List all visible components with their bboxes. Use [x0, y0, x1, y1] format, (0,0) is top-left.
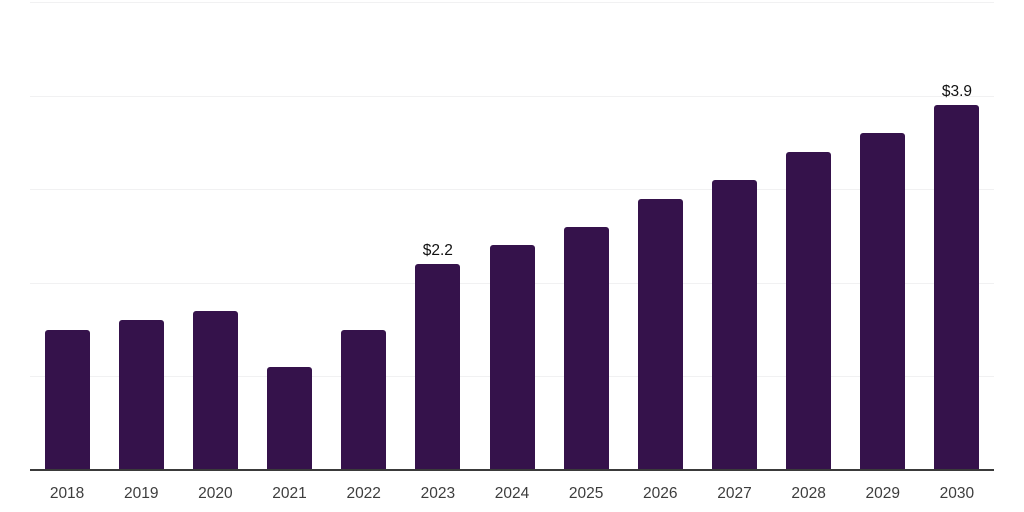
bar-2019	[119, 320, 164, 469]
x-tick-label-2019: 2019	[123, 485, 159, 502]
x-tick-label-2026: 2026	[643, 485, 678, 502]
bar-2027	[712, 180, 757, 469]
x-axis-line	[30, 469, 994, 471]
gridline	[30, 2, 994, 3]
bar-2024	[490, 245, 535, 469]
bar-2021	[267, 367, 312, 469]
bar-2030	[934, 105, 979, 469]
x-tick-label-2029: 2029	[865, 485, 901, 502]
x-tick-label-2022: 2022	[346, 485, 381, 502]
x-tick-label-2018: 2018	[49, 485, 85, 502]
bar-2028	[786, 152, 831, 469]
x-tick-label-2020: 2020	[198, 485, 233, 502]
bar-2026	[638, 199, 683, 469]
bar-2020	[193, 311, 238, 469]
x-tick-label-2023: 2023	[420, 485, 456, 502]
bar-2025	[564, 227, 609, 469]
x-tick-label-2028: 2028	[791, 485, 826, 502]
bar-value-label-2030: $3.9	[941, 83, 973, 100]
x-tick-label-2027: 2027	[717, 485, 752, 502]
bar-2023	[415, 264, 460, 469]
bar-value-label-2023: $2.2	[422, 242, 453, 259]
x-tick-label-2025: 2025	[568, 485, 604, 502]
x-tick-label-2021: 2021	[272, 485, 307, 502]
bar-2018	[45, 330, 90, 469]
x-tick-label-2024: 2024	[494, 485, 530, 502]
gridline	[30, 96, 994, 97]
bar-2022	[341, 330, 386, 469]
gridline	[30, 189, 994, 190]
x-tick-label-2030: 2030	[939, 485, 975, 502]
bar-2029	[860, 133, 905, 469]
